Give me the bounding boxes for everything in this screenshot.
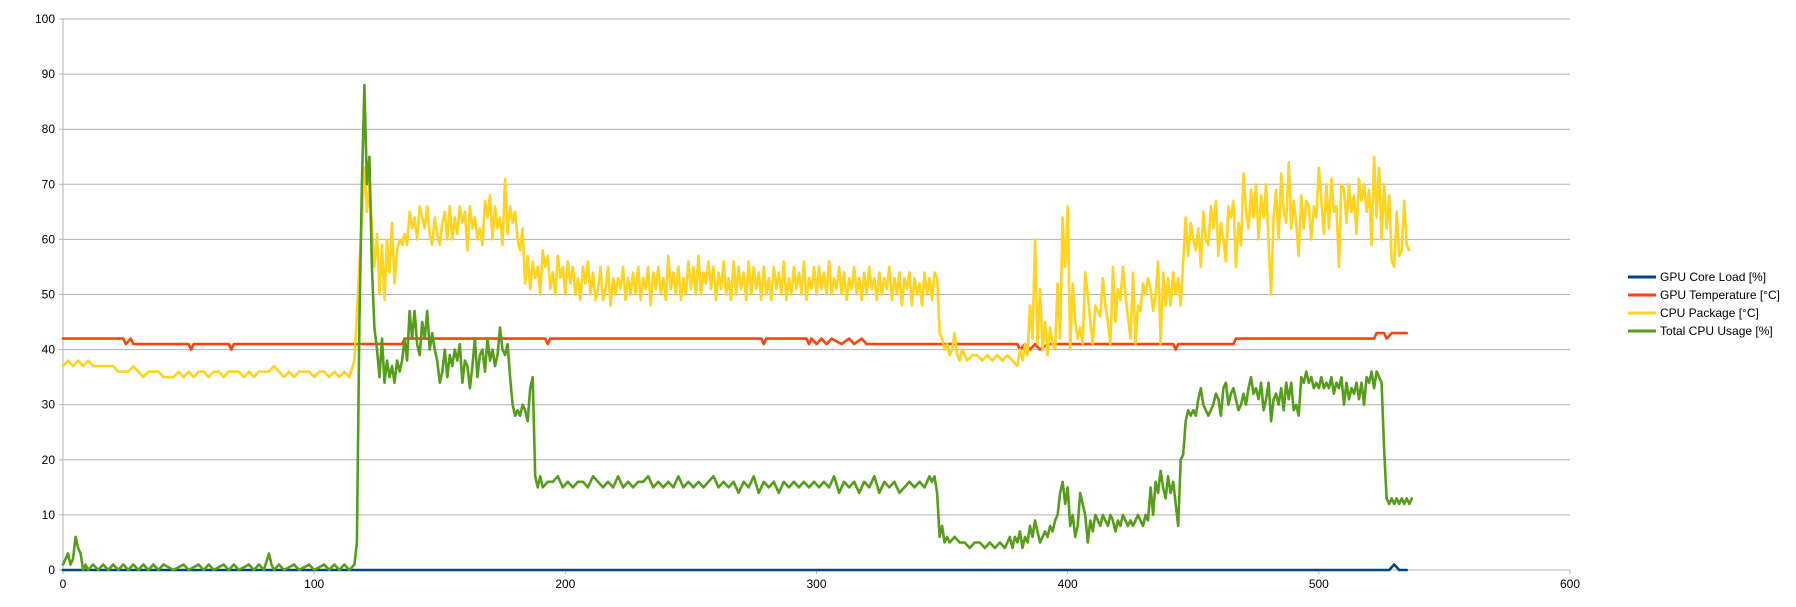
- y-tick-label: 100: [35, 12, 55, 26]
- y-tick-label: 70: [42, 177, 56, 191]
- x-tick-label: 400: [1058, 577, 1078, 591]
- legend-label-gpu-core-load: GPU Core Load [%]: [1660, 270, 1766, 284]
- legend-label-total-cpu-usage: Total CPU Usage [%]: [1660, 324, 1773, 338]
- y-tick-label: 80: [42, 122, 56, 136]
- x-tick-label: 100: [304, 577, 324, 591]
- series-line-gpu-temperature-c: [61, 331, 1408, 351]
- x-tick-label: 600: [1560, 577, 1580, 591]
- series-lines: [61, 83, 1414, 572]
- y-tick-label: 30: [42, 398, 56, 412]
- y-tick-label: 40: [42, 343, 56, 357]
- y-tick-label: 0: [48, 563, 55, 577]
- series-line-total-cpu-usage: [61, 83, 1414, 572]
- x-tick-label: 300: [806, 577, 826, 591]
- legend: GPU Core Load [%] GPU Temperature [°C] CPU…: [1628, 270, 1780, 338]
- y-tick-label: 10: [42, 508, 56, 522]
- x-tick-label: 500: [1309, 577, 1329, 591]
- x-tick-labels: 0 100 200 300 400 500 600: [60, 577, 1581, 591]
- y-tick-labels: 0 10 20 30 40 50 60 70 80 90 100: [35, 12, 55, 577]
- axes: [59, 18, 1571, 574]
- y-tick-label: 90: [42, 67, 56, 81]
- series-line-cpu-package-c: [61, 155, 1411, 379]
- x-tick-label: 0: [60, 577, 67, 591]
- x-tick-label: 200: [555, 577, 575, 591]
- y-tick-label: 50: [42, 288, 56, 302]
- series-line-gpu-core-load: [61, 563, 1408, 572]
- y-tick-label: 20: [42, 453, 56, 467]
- legend-label-gpu-temperature-c: GPU Temperature [°C]: [1660, 288, 1780, 302]
- legend-label-cpu-package-c: CPU Package [°C]: [1660, 306, 1759, 320]
- y-tick-label: 60: [42, 232, 56, 246]
